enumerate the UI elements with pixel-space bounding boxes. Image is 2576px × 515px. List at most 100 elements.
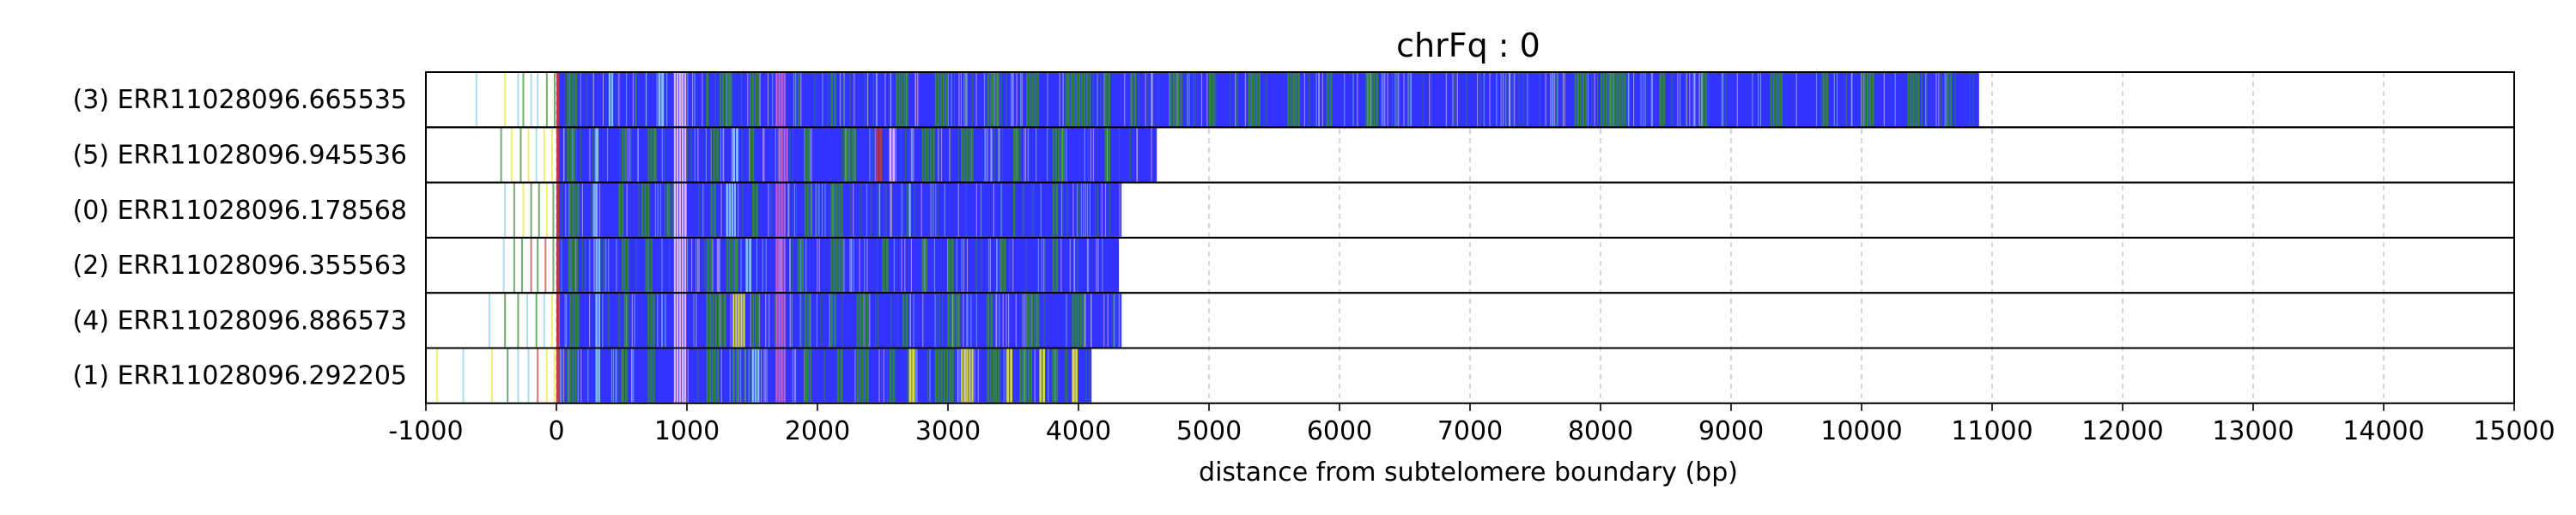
texture-line [985, 128, 987, 182]
texture-line [560, 238, 562, 293]
texture-line [1431, 73, 1432, 127]
texture-line [747, 73, 749, 127]
texture-line [1318, 73, 1320, 127]
texture-line [616, 348, 617, 403]
texture-line [1145, 73, 1146, 127]
feature-stripe [1036, 294, 1039, 348]
feature-stripe [749, 128, 752, 182]
texture-line [876, 238, 878, 293]
texture-line [947, 73, 949, 127]
texture-line [770, 183, 772, 237]
feature-stripe [1016, 128, 1019, 182]
feature-stripe [833, 183, 835, 237]
feature-stripe [592, 183, 595, 237]
feature-stripe [1130, 73, 1133, 127]
texture-line [1925, 73, 1927, 127]
texture-line [904, 238, 906, 293]
feature-stripe [645, 238, 647, 293]
feature-stripe [885, 238, 889, 293]
feature-stripe [1108, 128, 1111, 182]
feature-stripe [961, 128, 963, 182]
feature-stripe [1077, 294, 1079, 348]
texture-line [963, 238, 965, 293]
texture-line [1187, 73, 1188, 127]
feature-stripe [1031, 294, 1034, 348]
texture-line [884, 73, 886, 127]
x-tick-label: 1000 [654, 416, 720, 446]
texture-line [878, 348, 880, 403]
texture-line [657, 183, 659, 237]
texture-line [1456, 73, 1458, 127]
feature-stripe [709, 294, 712, 348]
pre-boundary-mark [553, 348, 556, 403]
texture-line [1445, 73, 1447, 127]
texture-line [630, 128, 632, 182]
feature-stripe [1822, 73, 1826, 127]
feature-stripe [851, 128, 854, 182]
texture-line [589, 238, 591, 293]
read-bar [556, 348, 1092, 403]
texture-line [1969, 73, 1971, 127]
texture-line [602, 294, 604, 348]
feature-stripe [883, 238, 885, 293]
feature-stripe [781, 128, 783, 182]
texture-line [1016, 73, 1018, 127]
feature-stripe [798, 238, 801, 293]
x-tick-label: 6000 [1307, 416, 1372, 446]
texture-line [1043, 238, 1045, 293]
feature-stripe [1075, 348, 1078, 403]
feature-stripe [678, 348, 682, 403]
feature-stripe [757, 73, 760, 127]
feature-stripe [595, 183, 598, 237]
feature-stripe [673, 128, 677, 182]
texture-line [690, 128, 692, 182]
pre-boundary-mark [504, 73, 507, 127]
texture-line [712, 238, 714, 293]
texture-line [615, 348, 617, 403]
feature-stripe [846, 128, 848, 182]
texture-line [1725, 73, 1727, 127]
feature-stripe [1070, 73, 1073, 127]
texture-line [975, 238, 977, 293]
texture-line [864, 238, 866, 293]
texture-line [697, 348, 699, 403]
feature-stripe [1024, 348, 1027, 403]
texture-line [1409, 73, 1411, 127]
feature-stripe [736, 348, 738, 403]
feature-stripe [598, 348, 600, 403]
feature-stripe [556, 183, 560, 237]
feature-stripe [1010, 348, 1013, 403]
texture-line [617, 348, 619, 403]
pre-boundary-mark [545, 183, 548, 237]
texture-line [654, 183, 657, 237]
texture-line [1596, 73, 1598, 127]
feature-stripe [1603, 73, 1606, 127]
texture-line [1002, 238, 1004, 293]
pre-boundary-mark [436, 348, 439, 403]
texture-line [740, 238, 742, 293]
feature-stripe [809, 348, 812, 403]
feature-stripe [806, 348, 810, 403]
texture-line [618, 73, 620, 127]
feature-stripe [1579, 73, 1582, 127]
feature-stripe [783, 348, 786, 403]
pre-boundary-mark [502, 238, 505, 293]
feature-stripe [647, 183, 650, 237]
feature-stripe [1029, 73, 1031, 127]
feature-stripe [622, 128, 624, 182]
pre-boundary-mark [530, 183, 532, 237]
texture-line [1031, 183, 1033, 237]
texture-line [975, 238, 978, 293]
feature-stripe [757, 294, 760, 348]
texture-line [971, 73, 974, 127]
pre-boundary-mark [538, 183, 540, 237]
pre-boundary-mark [530, 238, 532, 293]
feature-stripe [775, 238, 778, 293]
texture-line [1701, 73, 1703, 127]
feature-stripe [624, 238, 627, 293]
texture-line [920, 183, 922, 237]
texture-line [1109, 183, 1110, 237]
texture-line [637, 128, 639, 182]
texture-line [654, 128, 656, 182]
